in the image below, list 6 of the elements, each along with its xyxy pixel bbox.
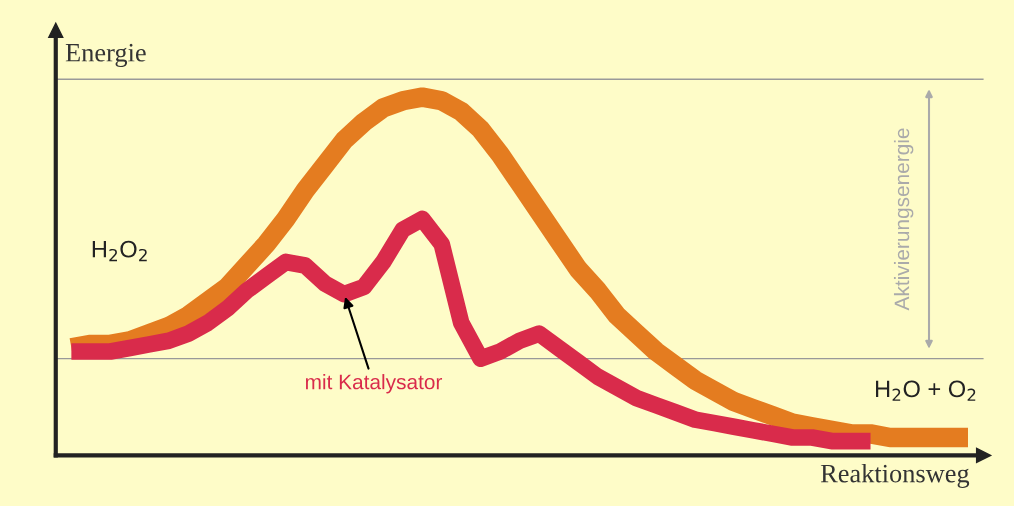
y-axis-title: Energie bbox=[65, 43, 146, 68]
annotation: H$_{2}$O$_{2}$ bbox=[92, 240, 147, 262]
annotation: H$_{2}$O + O$_{2}$ bbox=[876, 380, 976, 401]
annotation: Aktivierungsenergie bbox=[893, 128, 914, 311]
series-label: mit Katalysator bbox=[305, 374, 443, 394]
x-axis-title: Reaktionsweg bbox=[820, 463, 970, 488]
